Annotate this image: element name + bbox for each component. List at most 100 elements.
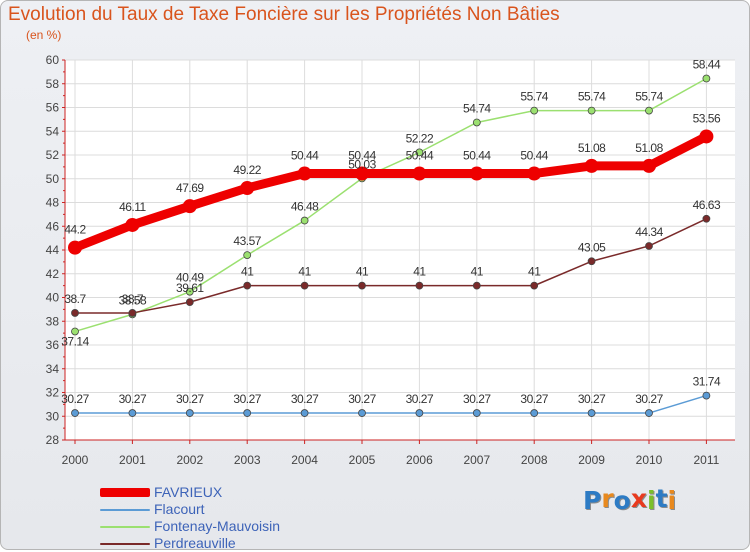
data-point <box>128 409 137 417</box>
x-tick-label: 2001 <box>119 453 146 467</box>
y-tick-label: 50 <box>46 172 60 186</box>
x-tick-label: 2009 <box>578 453 605 467</box>
data-label: 41 <box>356 265 369 279</box>
series-line-3 <box>74 218 708 314</box>
data-point <box>185 287 194 296</box>
data-label: 38.7 <box>64 292 86 306</box>
y-tick-label: 34 <box>46 362 60 376</box>
data-point <box>71 309 79 317</box>
data-label: 44.2 <box>64 223 86 237</box>
data-label: 38.7 <box>122 292 144 306</box>
x-tick-label: 2007 <box>463 453 490 467</box>
y-tick-label: 46 <box>46 219 60 233</box>
data-label: 51.08 <box>578 141 606 155</box>
data-label: 50.44 <box>348 149 376 163</box>
data-label: 51.08 <box>635 141 663 155</box>
data-label: 30.27 <box>291 392 319 406</box>
data-point <box>415 409 424 417</box>
data-point <box>71 327 79 336</box>
x-tick-label: 2004 <box>291 453 318 467</box>
x-tick-label: 2000 <box>62 453 89 467</box>
data-point <box>584 158 599 173</box>
y-tick-label: 56 <box>46 101 60 115</box>
data-point <box>297 166 312 181</box>
legend-swatch <box>100 526 150 528</box>
data-label: 30.27 <box>233 392 261 406</box>
data-label: 30.27 <box>406 392 434 406</box>
data-point <box>415 281 424 290</box>
data-point <box>527 166 542 181</box>
data-point <box>472 118 481 127</box>
x-tick-label: 2006 <box>406 453 433 467</box>
data-label: 43.57 <box>233 234 261 248</box>
y-tick-label: 60 <box>46 53 60 67</box>
data-label: 50.44 <box>291 149 319 163</box>
data-point <box>355 166 369 181</box>
data-label: 55.74 <box>578 90 606 104</box>
legend-label: Perdreauville <box>154 535 236 551</box>
chart-unit-label: (en %) <box>26 28 62 42</box>
data-label: 46.48 <box>291 200 319 214</box>
series-line-2 <box>74 77 708 333</box>
data-label: 30.27 <box>119 392 147 406</box>
data-point <box>702 74 711 83</box>
data-label: 53.56 <box>693 111 721 125</box>
data-label: 52.22 <box>406 131 434 145</box>
y-tick-label: 28 <box>46 433 60 447</box>
data-point <box>300 281 309 290</box>
y-tick-label: 48 <box>46 196 60 210</box>
data-label: 50.44 <box>463 149 491 163</box>
y-tick-label: 52 <box>46 148 60 162</box>
data-point <box>182 199 197 214</box>
y-tick-label: 40 <box>46 291 60 305</box>
data-label: 40.49 <box>176 271 204 285</box>
data-point <box>243 409 252 417</box>
x-tick-label: 2005 <box>349 453 376 467</box>
data-label: 50.03 <box>348 157 376 171</box>
data-point <box>702 214 711 223</box>
data-label: 30.27 <box>578 392 606 406</box>
data-label: 37.14 <box>61 334 89 348</box>
data-point <box>243 251 252 260</box>
data-label: 30.27 <box>348 392 376 406</box>
data-label: 58.44 <box>693 58 721 72</box>
data-point <box>587 409 596 417</box>
data-point <box>587 257 596 266</box>
data-point <box>642 158 656 173</box>
data-label: 44.34 <box>635 225 663 239</box>
data-point <box>472 409 481 417</box>
data-label: 30.27 <box>61 392 89 406</box>
chart-title: Evolution du Taux de Taxe Foncière sur l… <box>8 4 560 25</box>
legend-label: Fontenay-Mauvoisin <box>154 518 281 534</box>
data-label: 41 <box>241 265 254 279</box>
data-point <box>415 148 424 157</box>
data-point <box>645 242 653 250</box>
y-tick-label: 32 <box>46 386 60 400</box>
legend-label: Flacourt <box>154 501 205 517</box>
data-point <box>702 391 711 400</box>
proxiti-logo: Proxiti <box>583 484 677 515</box>
x-tick-label: 2010 <box>636 453 663 467</box>
y-tick-label: 58 <box>46 77 60 91</box>
data-point <box>645 106 653 115</box>
x-tick-label: 2011 <box>693 453 719 467</box>
data-label: 30.27 <box>635 392 663 406</box>
data-label: 54.74 <box>463 101 491 115</box>
data-label: 41 <box>471 265 484 279</box>
data-label: 41 <box>528 265 541 279</box>
data-label: 49.22 <box>233 163 261 177</box>
data-label: 46.11 <box>119 200 146 214</box>
data-point <box>300 409 309 417</box>
data-label: 50.44 <box>406 149 434 163</box>
y-tick-label: 38 <box>46 314 60 328</box>
line-chart: 28 30 32 34 36 38 40 42 44 46 48 50 52 54 56 58 60 2000 20… <box>46 53 735 467</box>
data-label: 55.74 <box>520 90 548 104</box>
data-point <box>472 281 481 290</box>
data-label: 41 <box>298 265 311 279</box>
legend-swatch <box>100 543 150 545</box>
data-label: 30.27 <box>520 392 548 406</box>
data-point <box>128 309 137 317</box>
data-point <box>530 281 539 290</box>
data-point <box>530 106 539 115</box>
data-label: 30.27 <box>463 392 491 406</box>
